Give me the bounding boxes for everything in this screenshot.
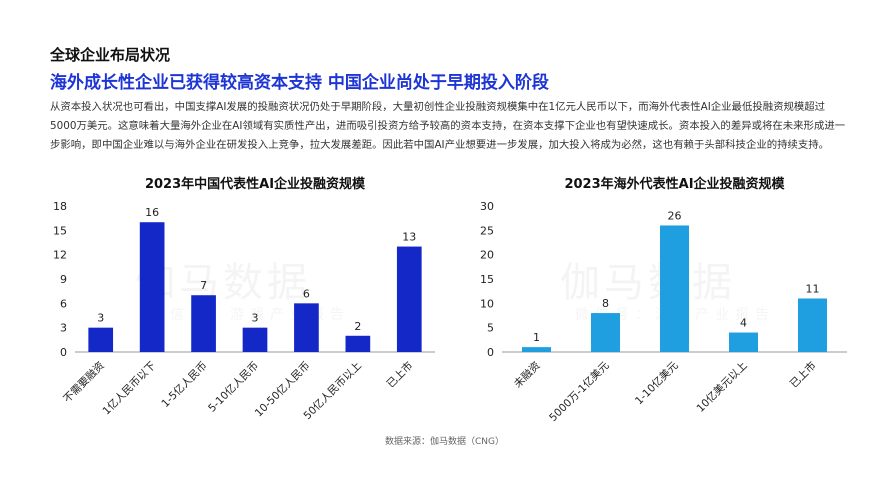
x-category-label: 未融资 bbox=[512, 360, 543, 391]
x-category-label: 5-10亿人民币 bbox=[205, 359, 261, 415]
overseas-funding-chart-svg: 2023年海外代表性AI企业投融资规模 0 5 10 15 20 25 30 1 未融资 8 5000… bbox=[480, 176, 847, 425]
bar-value-label: 6 bbox=[303, 287, 310, 300]
intro-paragraph: 从资本投入状况也可看出，中国支撑AI发展的投融资状况仍处于早期阶段，大量初创性企… bbox=[50, 101, 846, 151]
bar-value-label: 8 bbox=[602, 297, 609, 310]
y-tick-label: 12 bbox=[53, 249, 67, 262]
bar bbox=[591, 313, 620, 352]
china-funding-chart-svg: 2023年中国代表性AI企业投融资规模 0 3 6 9 12 15 18 3 不需要融资 16 1亿人… bbox=[53, 176, 435, 422]
y-tick-label: 0 bbox=[60, 346, 67, 359]
y-tick-label: 25 bbox=[480, 224, 494, 237]
chart-title: 2023年海外代表性AI企业投融资规模 bbox=[564, 176, 785, 192]
bar bbox=[88, 327, 114, 352]
bar bbox=[798, 298, 827, 352]
y-tick-label: 0 bbox=[487, 346, 494, 359]
bar-value-label: 3 bbox=[252, 312, 259, 325]
bar bbox=[522, 347, 551, 352]
bar bbox=[660, 225, 689, 352]
x-category-label: 不需要融资 bbox=[61, 360, 107, 406]
bar-value-label: 7 bbox=[200, 279, 207, 292]
bar-value-label: 11 bbox=[806, 282, 820, 295]
bar-value-label: 1 bbox=[533, 331, 540, 344]
y-tick-label: 6 bbox=[60, 297, 67, 310]
data-source: 数据来源：伽马数据（CNG） bbox=[385, 437, 504, 447]
bar bbox=[191, 295, 216, 352]
bar-value-label: 26 bbox=[668, 209, 682, 222]
x-category-label: 1亿人民币以下 bbox=[100, 359, 158, 417]
y-tick-label: 18 bbox=[53, 200, 67, 213]
x-category-label: 5000万-1亿美元 bbox=[546, 359, 612, 425]
bar-value-label: 4 bbox=[740, 317, 747, 330]
china-funding-chart: 2023年中国代表性AI企业投融资规模 0 3 6 9 12 15 18 3 不需要融资 16 1亿人… bbox=[20, 168, 440, 430]
bar-value-label: 3 bbox=[97, 312, 104, 325]
x-category-label: 已上市 bbox=[384, 359, 415, 390]
page-headline: 海外成长性企业已获得较高资本支持 中国企业尚处于早期投入阶段 bbox=[50, 73, 549, 93]
bar bbox=[139, 222, 165, 352]
bar-value-label: 2 bbox=[354, 320, 361, 333]
bar bbox=[396, 246, 422, 352]
y-tick-label: 10 bbox=[480, 297, 494, 310]
bar-value-label: 16 bbox=[145, 206, 159, 219]
overseas-funding-chart: 2023年海外代表性AI企业投融资规模 0 5 10 15 20 25 30 1 未融资 8 5000… bbox=[462, 168, 862, 430]
y-tick-label: 15 bbox=[480, 273, 494, 286]
x-category-label: 已上市 bbox=[787, 359, 818, 390]
bar bbox=[729, 332, 758, 352]
bar bbox=[294, 303, 319, 352]
y-tick-label: 15 bbox=[53, 224, 67, 237]
x-category-label: 1-5亿人民币 bbox=[159, 359, 210, 410]
x-category-label: 10亿美元以上 bbox=[694, 359, 750, 415]
y-tick-label: 3 bbox=[60, 322, 67, 335]
section-kicker: 全球企业布局状况 bbox=[50, 46, 171, 64]
y-tick-label: 20 bbox=[480, 249, 494, 262]
chart-title: 2023年中国代表性AI企业投融资规模 bbox=[145, 176, 366, 192]
y-tick-label: 5 bbox=[487, 322, 494, 335]
bar bbox=[242, 327, 268, 352]
bar bbox=[345, 335, 371, 352]
x-category-label: 1-10亿美元 bbox=[632, 359, 681, 408]
y-tick-label: 9 bbox=[60, 273, 67, 286]
bar-value-label: 13 bbox=[402, 231, 416, 244]
y-tick-label: 30 bbox=[480, 200, 494, 213]
